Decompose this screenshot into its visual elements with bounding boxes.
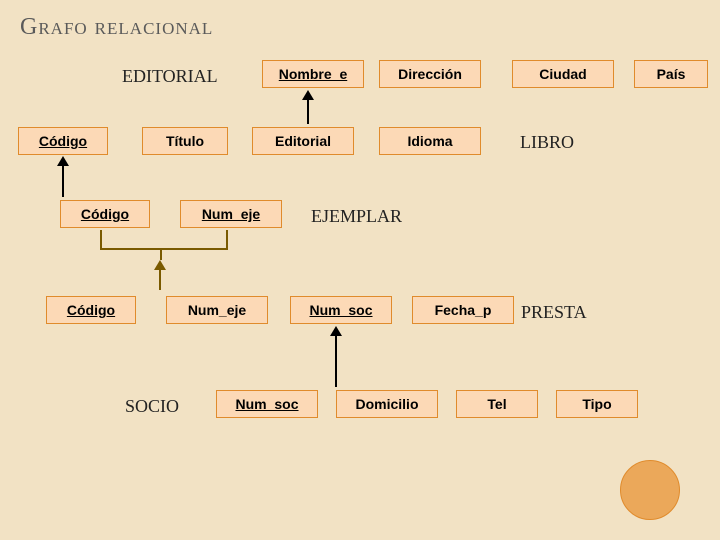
attr-codigo2: Código bbox=[60, 200, 150, 228]
attr-numeje2: Num_eje bbox=[166, 296, 268, 324]
bracket-segment bbox=[100, 230, 102, 248]
arrow-line bbox=[335, 328, 337, 387]
attr-numsoc2: Num_soc bbox=[216, 390, 318, 418]
attr-ciudad: Ciudad bbox=[512, 60, 614, 88]
attr-idioma: Idioma bbox=[379, 127, 481, 155]
entity-label-ejemplar: EJEMPLAR bbox=[311, 206, 402, 227]
bracket-segment bbox=[100, 248, 228, 250]
attr-nombre_e: Nombre_e bbox=[262, 60, 364, 88]
attr-tipo: Tipo bbox=[556, 390, 638, 418]
attr-direccion: Dirección bbox=[379, 60, 481, 88]
arrow-head-icon bbox=[302, 90, 314, 100]
entity-label-presta: PRESTA bbox=[521, 302, 587, 323]
attr-fechap: Fecha_p bbox=[412, 296, 514, 324]
bracket-segment bbox=[160, 248, 162, 260]
attr-editorial_a: Editorial bbox=[252, 127, 354, 155]
attr-domicilio: Domicilio bbox=[336, 390, 438, 418]
attr-codigo3: Código bbox=[46, 296, 136, 324]
arrow-head-icon bbox=[330, 326, 342, 336]
attr-pais: País bbox=[634, 60, 708, 88]
entity-label-editorial: EDITORIAL bbox=[122, 66, 218, 87]
attr-titulo: Título bbox=[142, 127, 228, 155]
arrow-head-icon bbox=[57, 156, 69, 166]
attr-numeje1: Num_eje bbox=[180, 200, 282, 228]
attr-tel: Tel bbox=[456, 390, 538, 418]
attr-numsoc1: Num_soc bbox=[290, 296, 392, 324]
attr-codigo1: Código bbox=[18, 127, 108, 155]
entity-label-libro: LIBRO bbox=[520, 132, 574, 153]
decorative-circle bbox=[620, 460, 680, 520]
entity-label-socio: SOCIO bbox=[125, 396, 179, 417]
arrow-head-icon bbox=[154, 260, 166, 270]
bracket-segment bbox=[226, 230, 228, 248]
page-title: Grafo relacional bbox=[20, 14, 213, 41]
